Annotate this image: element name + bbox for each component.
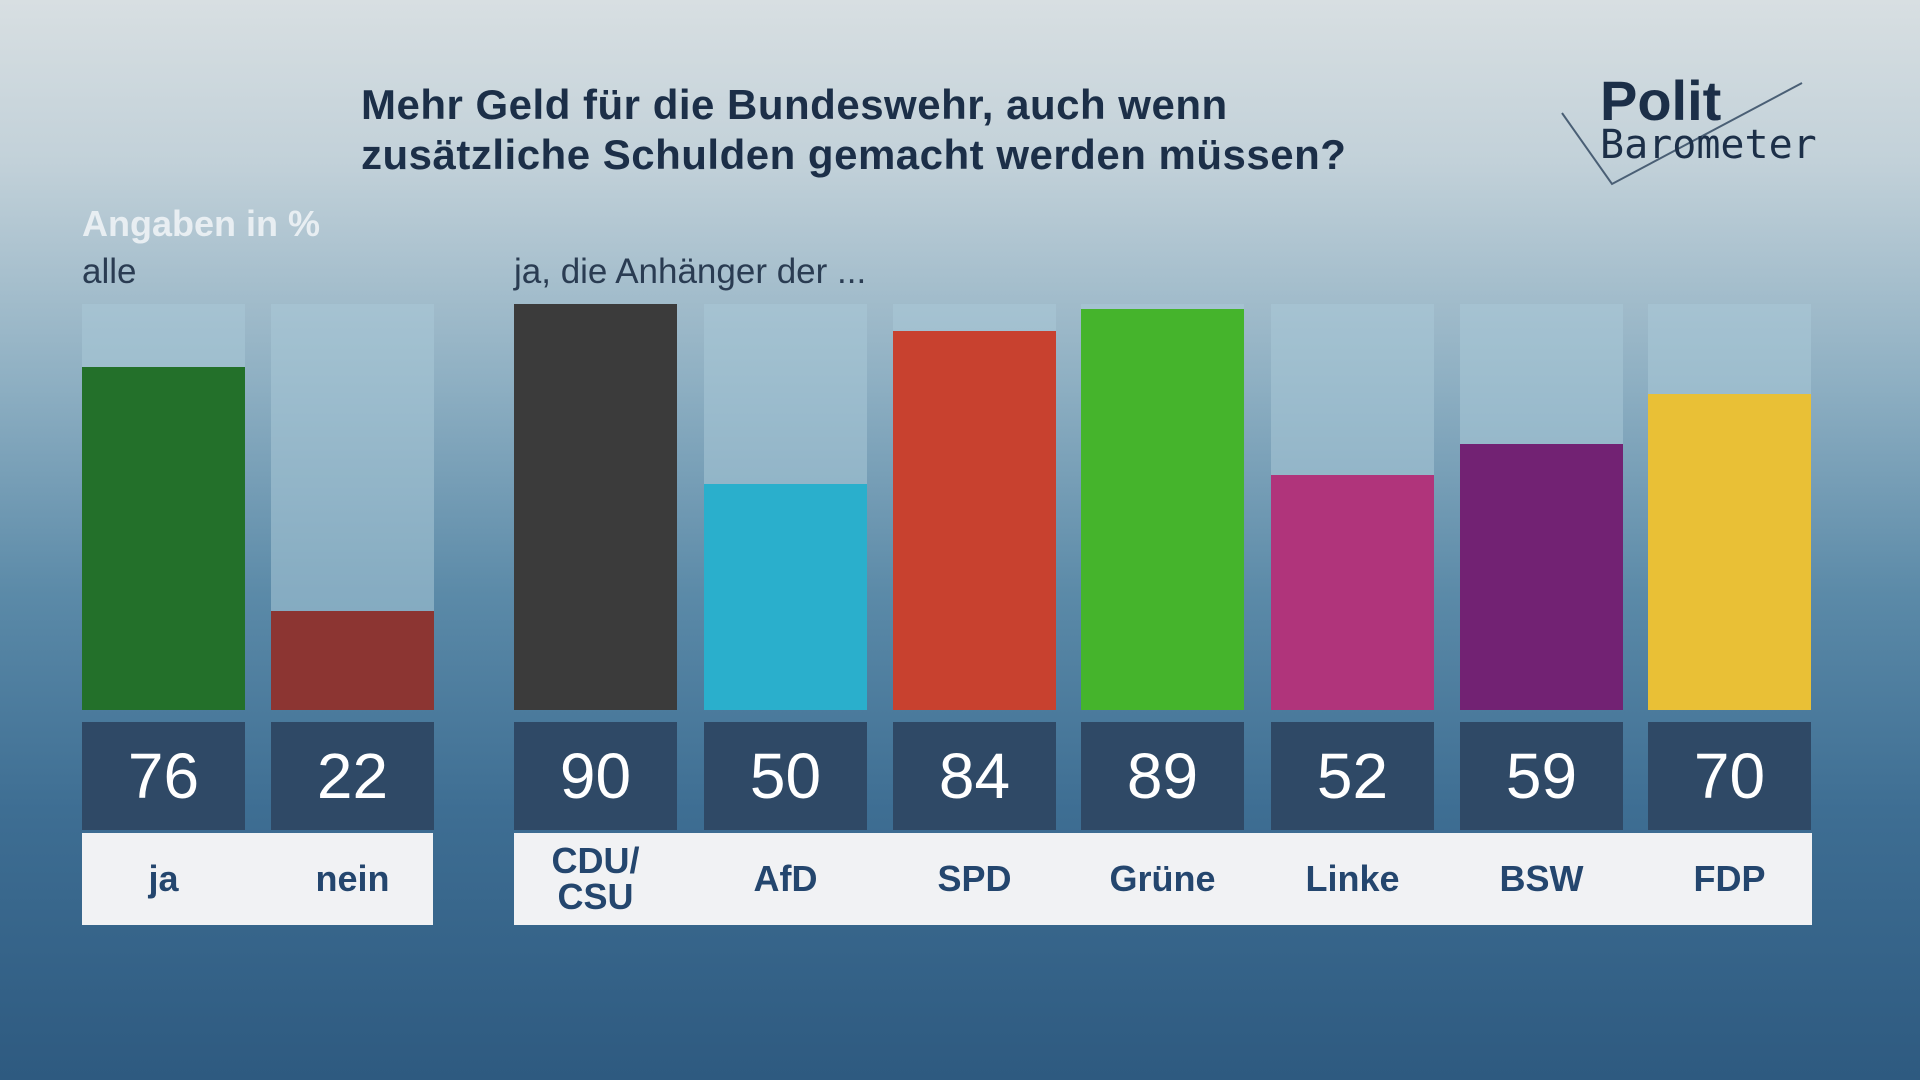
data-label: 84	[893, 722, 1056, 830]
data-label: 90	[514, 722, 677, 830]
category-label: Linke	[1305, 858, 1400, 899]
bar-track	[271, 304, 434, 710]
category-label: AfD	[753, 858, 818, 899]
bar-track	[82, 304, 245, 710]
bar	[82, 367, 245, 710]
data-label: 22	[271, 722, 434, 830]
data-label: 76	[82, 722, 245, 830]
data-label: 52	[1271, 722, 1434, 830]
category-label: nein	[315, 858, 390, 899]
bar	[1271, 475, 1434, 710]
politbarometer-logo: Polit Barometer	[1560, 68, 1817, 188]
title-line-1: Mehr Geld für die Bundeswehr, auch wenn	[361, 81, 1228, 128]
category-label: FDP	[1693, 858, 1766, 899]
bar-track	[893, 304, 1056, 710]
category-label: BSW	[1499, 858, 1584, 899]
unit-label: Angaben in %	[82, 203, 321, 244]
bar-track	[1081, 304, 1244, 710]
category-label: SPD	[937, 858, 1012, 899]
data-label: 59	[1460, 722, 1623, 830]
label-panel-parties	[514, 833, 1812, 925]
chart-title: Mehr Geld für die Bundeswehr, auch wenn z…	[361, 80, 1346, 180]
bar-track	[1648, 304, 1811, 710]
bar	[893, 331, 1056, 710]
bar-track	[1460, 304, 1623, 710]
category-label: CDU/ CSU	[551, 840, 640, 917]
category-label: ja	[148, 858, 179, 899]
title-line-2: zusätzliche Schulden gemacht werden müss…	[361, 131, 1347, 178]
bar	[271, 610, 434, 710]
group-parties-label: ja, die Anhänger der ...	[514, 252, 867, 291]
bar-track	[514, 304, 677, 710]
data-label: 70	[1648, 722, 1811, 830]
data-label: 89	[1081, 722, 1244, 830]
bar	[704, 484, 867, 710]
checkmark-icon	[1561, 82, 1803, 186]
logo-line-2: Barometer	[1600, 122, 1817, 168]
bar	[1648, 394, 1811, 710]
data-label: 50	[704, 722, 867, 830]
bar	[1081, 308, 1244, 710]
bar	[1460, 443, 1623, 710]
group-all-label: alle	[82, 252, 137, 291]
bar-track	[1271, 304, 1434, 710]
bar-track	[704, 304, 867, 710]
category-label: Grüne	[1109, 858, 1216, 899]
label-panel-all	[82, 833, 433, 925]
logo-line-1: Polit	[1600, 69, 1722, 132]
bar	[514, 304, 677, 710]
